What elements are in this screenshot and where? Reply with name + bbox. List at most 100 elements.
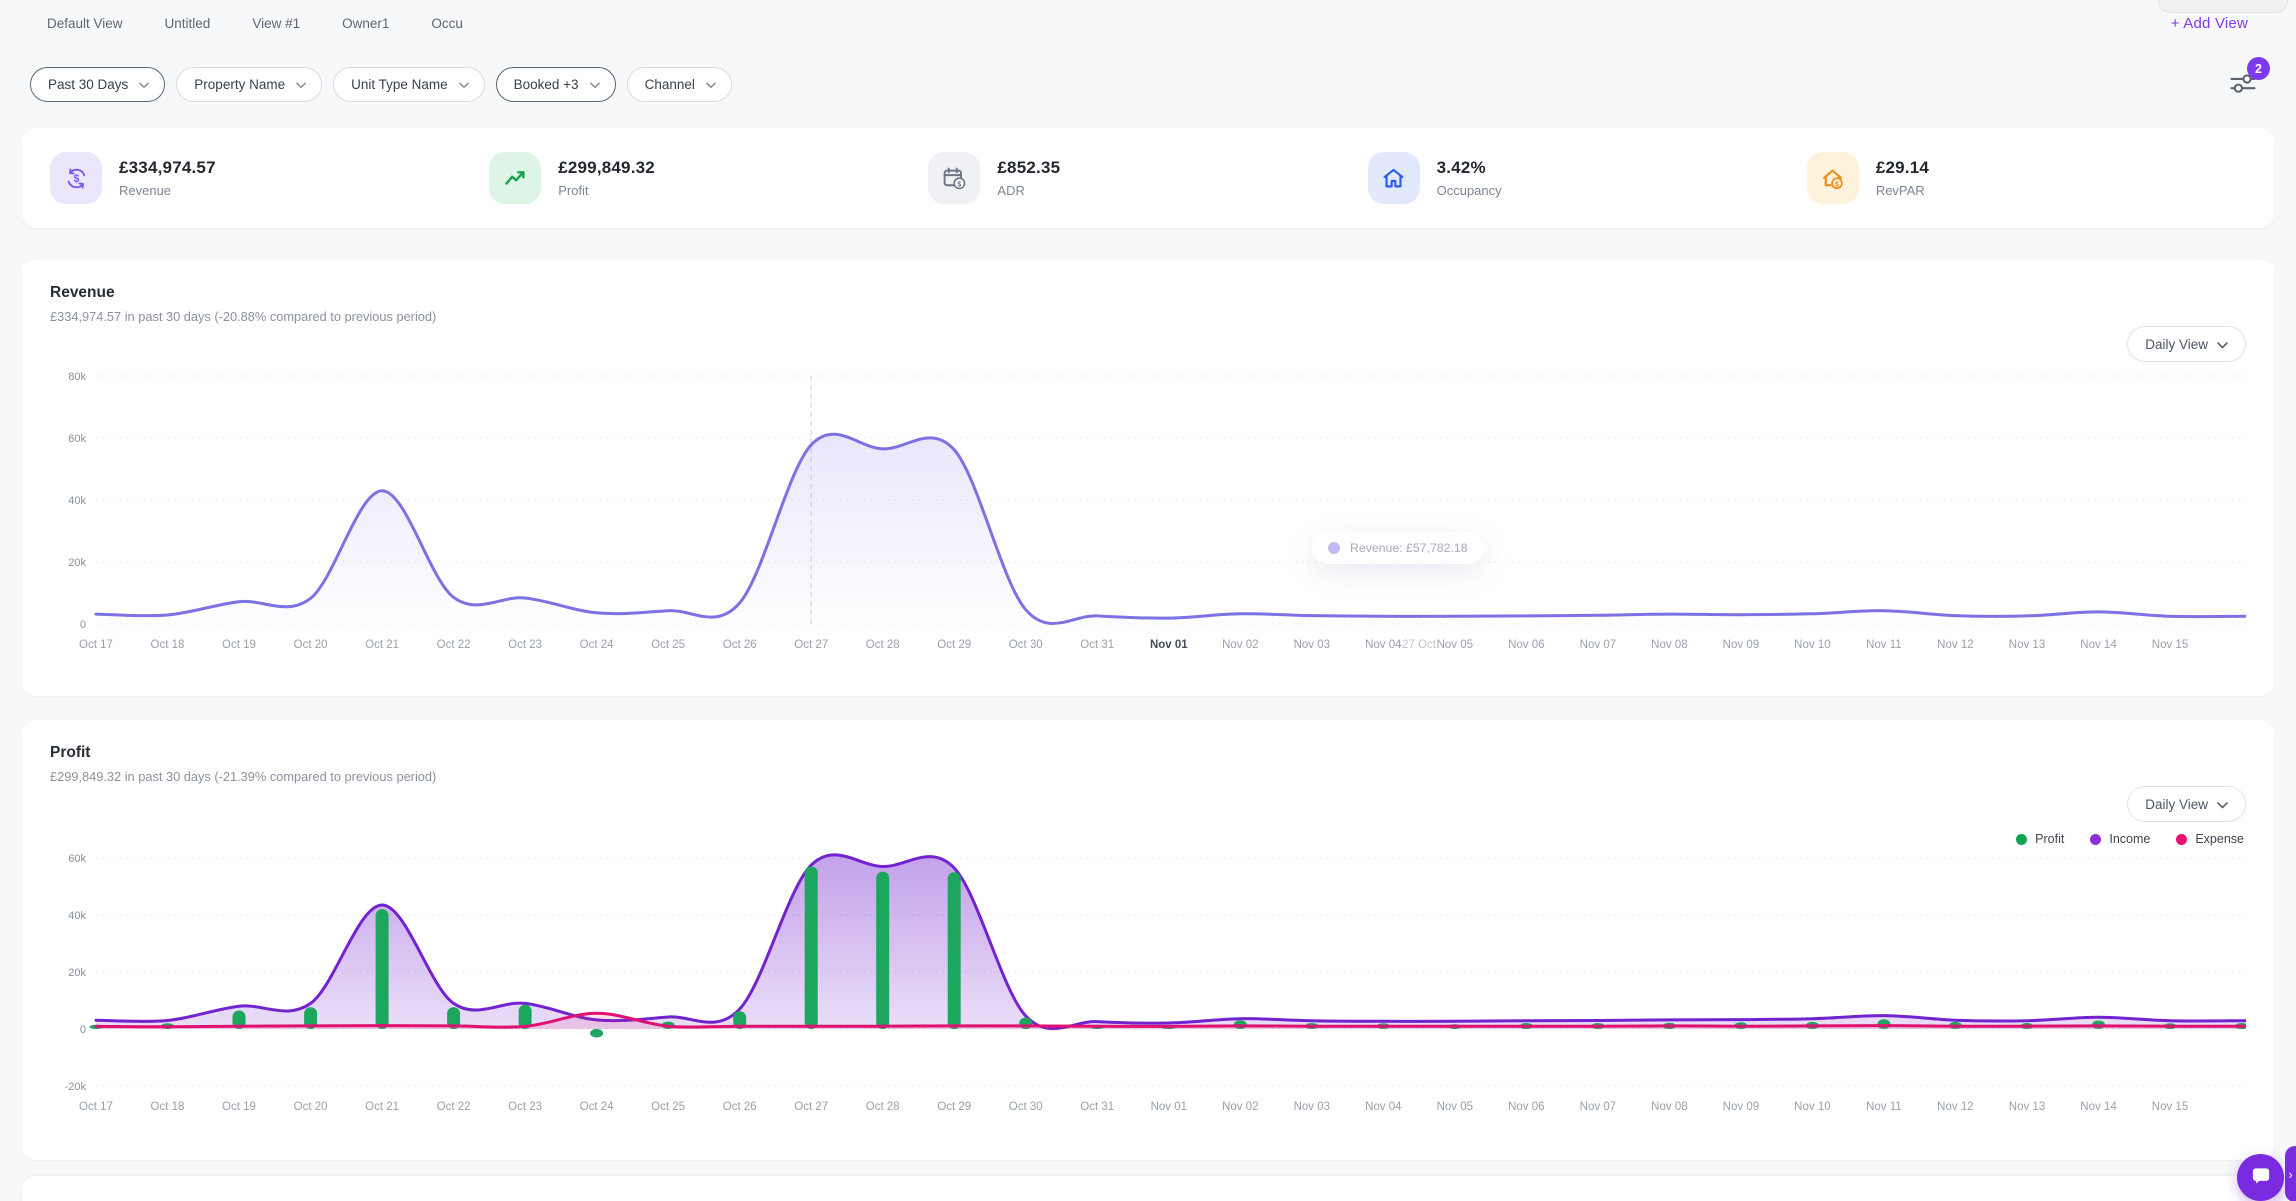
filter-settings-button[interactable]: 2 xyxy=(2220,57,2270,106)
svg-text:Oct 27: Oct 27 xyxy=(794,1101,828,1113)
filter-channel[interactable]: Channel xyxy=(626,66,732,102)
legend-profit[interactable]: Profit xyxy=(2016,832,2064,846)
kpi-occupancy: 3.42% Occupancy xyxy=(1367,152,1807,204)
svg-text:Nov 02: Nov 02 xyxy=(1222,639,1258,651)
svg-text:Nov 08: Nov 08 xyxy=(1651,639,1687,651)
svg-text:Nov 06: Nov 06 xyxy=(1508,1101,1544,1113)
calendar-currency-icon: $ xyxy=(928,152,981,204)
svg-text:Oct 22: Oct 22 xyxy=(437,639,471,651)
house-currency-icon: $ xyxy=(1806,152,1859,204)
chevron-right-icon: › xyxy=(2288,1166,2293,1182)
add-view-button[interactable]: + Add View xyxy=(2165,14,2254,33)
kpi-value: £334,974.57 xyxy=(119,158,216,177)
svg-text:20k: 20k xyxy=(68,557,86,569)
svg-text:Nov 10: Nov 10 xyxy=(1794,1101,1830,1113)
svg-text:Oct 24: Oct 24 xyxy=(580,1101,614,1113)
svg-text:Oct 29: Oct 29 xyxy=(937,639,971,651)
svg-text:Oct 26: Oct 26 xyxy=(723,1101,757,1113)
profit-view-selector[interactable]: Daily View xyxy=(2127,786,2246,822)
svg-text:Nov 03: Nov 03 xyxy=(1294,639,1330,651)
kpi-value: £852.35 xyxy=(997,158,1061,177)
kpi-label: RevPAR xyxy=(1875,183,1925,198)
revenue-chart-title: Revenue xyxy=(50,284,115,301)
chevron-down-icon xyxy=(2217,797,2228,812)
svg-text:Nov 04: Nov 04 xyxy=(1365,1101,1402,1113)
trend-up-icon xyxy=(489,152,542,204)
legend-income[interactable]: Income xyxy=(2090,832,2150,846)
tab-owner1[interactable]: Owner1 xyxy=(321,4,410,43)
svg-text:Oct 31: Oct 31 xyxy=(1080,1101,1114,1113)
svg-text:Oct 17: Oct 17 xyxy=(79,1101,113,1113)
kpi-text: £852.35 ADR xyxy=(997,158,1060,198)
svg-text:60k: 60k xyxy=(68,433,86,445)
kpi-text: £334,974.57 Revenue xyxy=(119,158,216,198)
kpi-label: Profit xyxy=(558,183,589,198)
revenue-chart-canvas[interactable]: Revenue: £57,782.18 80k 60k 40k 20k 0 Oct 17 O… xyxy=(50,368,2246,668)
profit-chart-canvas[interactable]: 60k 40k 20k 0 -20k Oct 17 Oct 18 Oct 19 Oct 20 Oc… xyxy=(50,850,2246,1128)
filter-label: Channel xyxy=(644,76,695,92)
view-tabs: Default View Untitled View #1 Owner1 Occu xyxy=(26,4,484,43)
chevron-down-icon xyxy=(458,77,469,92)
profit-view-selector-label: Daily View xyxy=(2145,796,2208,812)
svg-text:Nov 10: Nov 10 xyxy=(1794,639,1830,651)
svg-text:Nov 01: Nov 01 xyxy=(1151,1101,1187,1113)
legend-dot-icon xyxy=(2090,833,2102,845)
profit-chart-title: Profit xyxy=(50,744,91,761)
chat-button[interactable] xyxy=(2237,1154,2284,1201)
svg-text:Nov 12: Nov 12 xyxy=(1937,639,1973,651)
expand-panel-button[interactable]: › xyxy=(2285,1146,2296,1201)
svg-text:Oct 24: Oct 24 xyxy=(580,639,614,651)
profit-chart-card: Profit £299,849.32 in past 30 days (-21.… xyxy=(22,720,2274,1160)
kpi-adr: $ £852.35 ADR xyxy=(928,152,1367,204)
kpi-value: £299,849.32 xyxy=(558,158,655,177)
svg-text:Nov 04: Nov 04 xyxy=(1365,639,1402,651)
svg-text:Oct 28: Oct 28 xyxy=(866,639,900,651)
svg-text:Oct 18: Oct 18 xyxy=(151,639,185,651)
filter-booked-3[interactable]: Booked +3 xyxy=(495,66,616,102)
filter-past-30-days[interactable]: Past 30 Days xyxy=(30,66,166,102)
profit-chart-subtitle: £299,849.32 in past 30 days (-21.39% com… xyxy=(50,769,437,784)
kpi-text: £299,849.32 Profit xyxy=(558,158,655,198)
legend-dot-icon xyxy=(2176,833,2188,845)
svg-text:Nov 09: Nov 09 xyxy=(1723,1101,1759,1113)
svg-text:Oct 21: Oct 21 xyxy=(365,639,399,651)
chevron-down-icon xyxy=(589,77,600,92)
svg-text:Oct 23: Oct 23 xyxy=(508,1101,542,1113)
svg-text:Nov 11: Nov 11 xyxy=(1866,1101,1902,1113)
kpi-text: £29.14 RevPAR xyxy=(1876,158,1929,198)
kpi-label: ADR xyxy=(997,183,1025,198)
svg-text:Nov 07: Nov 07 xyxy=(1580,1101,1616,1113)
svg-text:0: 0 xyxy=(80,619,86,631)
svg-text:Nov 14: Nov 14 xyxy=(2080,1101,2117,1113)
filter-unit-type-name[interactable]: Unit Type Name xyxy=(333,66,485,102)
svg-text:Oct 25: Oct 25 xyxy=(651,1101,685,1113)
tab-default-view[interactable]: Default View xyxy=(26,4,144,43)
legend-dot-icon xyxy=(2016,833,2028,845)
svg-text:Oct 19: Oct 19 xyxy=(222,639,256,651)
filter-label: Property Name xyxy=(194,76,286,92)
filter-row: Past 30 Days Property Name Unit Type Name B… xyxy=(30,57,2270,106)
tab-untitled[interactable]: Untitled xyxy=(144,4,232,43)
svg-text:60k: 60k xyxy=(68,853,86,865)
legend-expense[interactable]: Expense xyxy=(2176,832,2244,846)
x-axis-labels: Oct 17 Oct 18 Oct 19 Oct 20 Oct 21 Oct 22 Oct … xyxy=(79,1101,2188,1113)
chevron-down-icon xyxy=(139,77,150,92)
tab-view-1[interactable]: View #1 xyxy=(231,4,321,43)
svg-text:Oct 31: Oct 31 xyxy=(1080,639,1114,651)
svg-text:Nov 15: Nov 15 xyxy=(2152,1101,2188,1113)
revenue-view-selector[interactable]: Daily View xyxy=(2127,326,2246,362)
svg-text:Oct 27: Oct 27 xyxy=(794,639,828,651)
revenue-chart-subtitle: £334,974.57 in past 30 days (-20.88% com… xyxy=(50,309,437,324)
svg-text:Oct 20: Oct 20 xyxy=(294,639,328,651)
kpi-revpar: $ £29.14 RevPAR xyxy=(1806,152,2246,204)
y-axis-labels: 60k 40k 20k 0 -20k xyxy=(65,853,87,1093)
tab-occu[interactable]: Occu xyxy=(410,4,484,43)
currency-exchange-icon: $ xyxy=(50,152,102,204)
svg-text:Oct 21: Oct 21 xyxy=(365,1101,399,1113)
svg-text:Nov 14: Nov 14 xyxy=(2080,639,2117,651)
x-axis-labels: Oct 17 Oct 18 Oct 19 Oct 20 Oct 21 Oct 22 Oct … xyxy=(79,639,2188,651)
svg-text:Oct 30: Oct 30 xyxy=(1009,639,1043,651)
filter-property-name[interactable]: Property Name xyxy=(176,66,323,102)
